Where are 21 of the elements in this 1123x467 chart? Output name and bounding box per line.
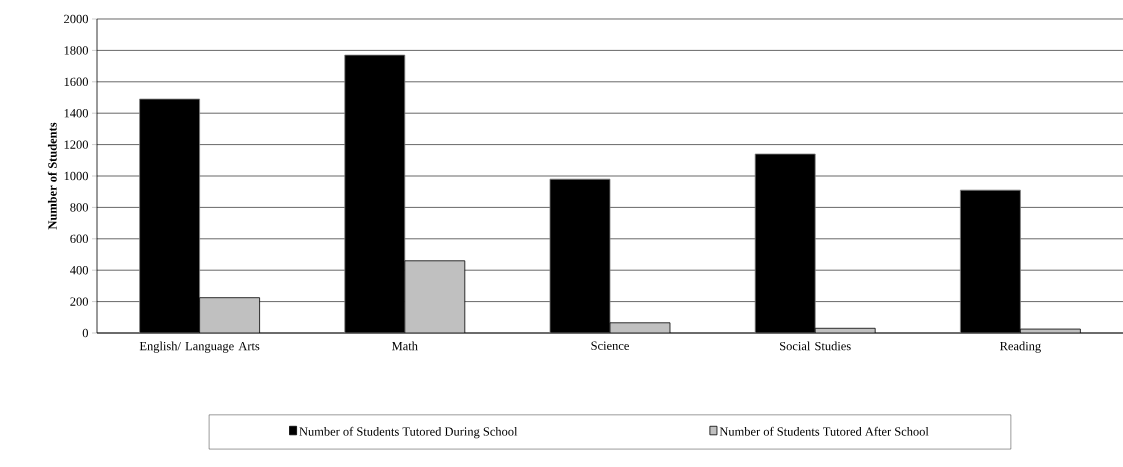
x-tick-label: Science [591,341,629,350]
y-tick-label: 0 [82,328,88,338]
bar [199,297,260,333]
y-axis-title: Number of Students [47,122,57,230]
y-tick-label: 400 [70,266,88,275]
y-tick-label: 200 [70,297,88,306]
y-tick-label: 1000 [64,171,88,181]
y-tick-label: 1200 [64,140,88,149]
y-tick-label: 2000 [64,14,88,24]
y-tick-label: 1400 [64,109,88,118]
x-tick-label: Social Studies [780,341,851,351]
legend-label: Number of Students Tutored During School [299,426,518,439]
legend-label: Number of Students Tutored After School [719,426,929,436]
x-tick-label: Reading [999,341,1041,353]
y-tick-label: 1800 [64,46,88,55]
x-tick-label: English/ Language Arts [139,341,260,353]
x-tick-label: Math [392,341,418,351]
y-tick-label: 1600 [64,77,88,86]
y-tick-label: 800 [70,203,88,212]
bar [404,260,465,333]
y-tick-label: 600 [70,234,88,243]
